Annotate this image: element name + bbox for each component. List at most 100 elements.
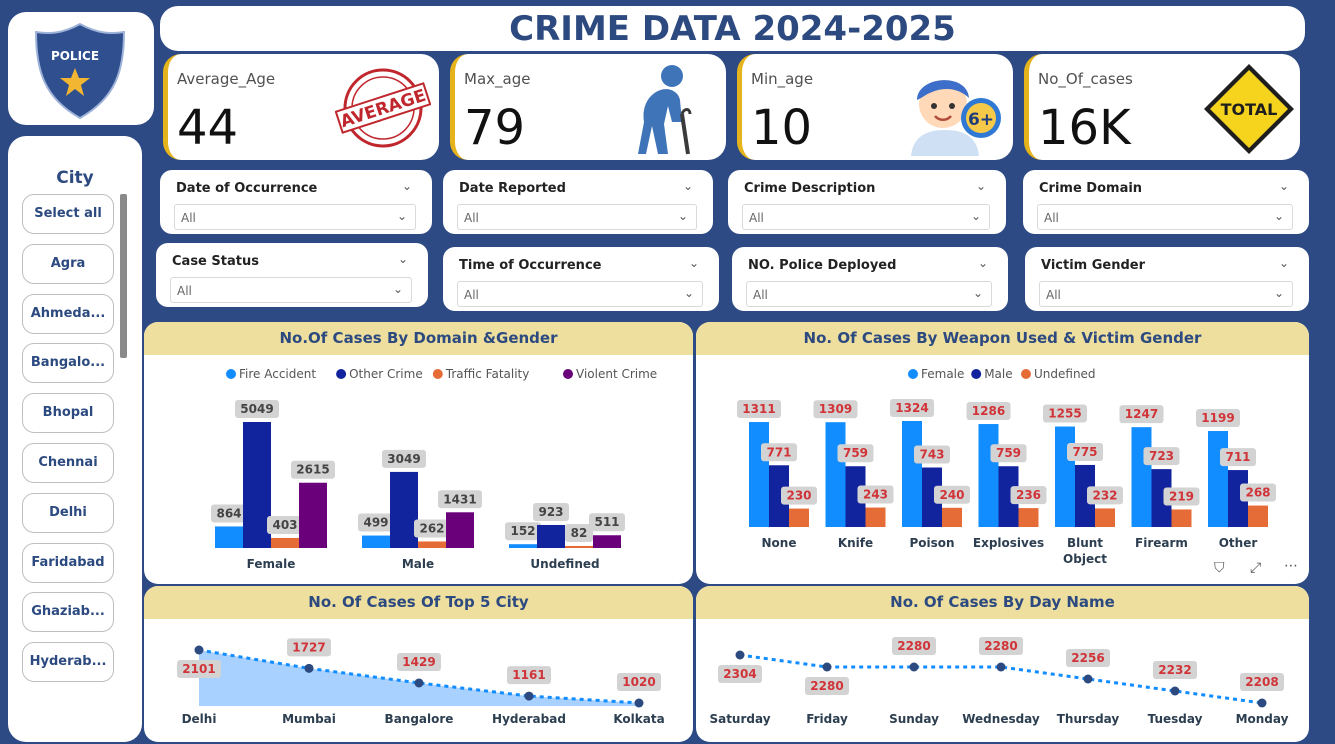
chevron-down-icon[interactable]: ⌄ xyxy=(1273,209,1284,223)
bar[interactable] xyxy=(865,507,886,527)
bar[interactable] xyxy=(446,512,474,548)
focus-mode-icon[interactable]: ⤢ xyxy=(1250,560,1262,576)
bar[interactable] xyxy=(1248,505,1268,527)
bar[interactable] xyxy=(1055,426,1075,527)
bar[interactable] xyxy=(418,541,446,548)
data-point[interactable] xyxy=(304,663,314,673)
bar[interactable] xyxy=(593,535,621,548)
bar[interactable] xyxy=(749,422,769,527)
city-option[interactable]: Bhopal xyxy=(22,393,114,434)
filter-select[interactable]: All ⌄ xyxy=(170,277,412,303)
bar[interactable] xyxy=(362,535,390,548)
bar[interactable] xyxy=(902,421,922,527)
chevron-down-icon[interactable]: ⌄ xyxy=(1273,286,1284,300)
kpi-average-age[interactable]: Average_Age 44 AVERAGE xyxy=(163,54,439,160)
filter-icon[interactable]: ⛉ xyxy=(1214,560,1225,576)
filter-select[interactable]: All ⌄ xyxy=(1037,204,1293,230)
bar[interactable] xyxy=(565,545,593,548)
chevron-up-icon[interactable]: ⌄ xyxy=(1278,179,1289,193)
bar[interactable] xyxy=(845,466,866,527)
filter-dropdown[interactable]: Date Reported ⌄ All ⌄ xyxy=(443,170,713,234)
data-point[interactable] xyxy=(1083,674,1093,684)
bar[interactable] xyxy=(978,424,999,527)
bar[interactable] xyxy=(998,466,1019,527)
bar[interactable] xyxy=(769,465,789,527)
city-option[interactable]: Agra xyxy=(22,243,114,284)
filter-dropdown[interactable]: NO. Police Deployed ⌄ All ⌄ xyxy=(732,247,1008,311)
chevron-up-icon[interactable]: ⌄ xyxy=(401,179,412,193)
filter-select[interactable]: All ⌄ xyxy=(742,204,990,230)
category-label: Delhi xyxy=(182,712,217,726)
chart-title: No.Of Cases By Domain &Gender xyxy=(144,322,693,355)
filter-dropdown[interactable]: Time of Occurrence ⌄ All ⌄ xyxy=(443,247,719,311)
bar[interactable] xyxy=(1171,509,1192,527)
kpi-min-age[interactable]: Min_age 10 6+ xyxy=(737,54,1013,160)
bar[interactable] xyxy=(789,508,809,527)
chevron-up-icon[interactable]: ⌄ xyxy=(682,179,693,193)
filter-dropdown[interactable]: Case Status ⌄ All ⌄ xyxy=(156,243,428,307)
data-point[interactable] xyxy=(634,698,644,708)
more-options-icon[interactable]: ⋯ xyxy=(1284,558,1298,574)
bar[interactable] xyxy=(922,467,942,527)
bar[interactable] xyxy=(537,524,565,548)
chevron-up-icon[interactable]: ⌄ xyxy=(688,256,699,270)
city-option[interactable]: Chennai xyxy=(22,443,114,483)
bar[interactable] xyxy=(1208,431,1228,527)
bar[interactable] xyxy=(825,422,846,527)
data-point[interactable] xyxy=(524,691,534,701)
city-option[interactable]: Select all xyxy=(22,194,114,234)
kpi-max-age[interactable]: Max_age 79 xyxy=(450,54,726,160)
bar[interactable] xyxy=(509,544,537,548)
data-point[interactable] xyxy=(1170,686,1180,696)
bar[interactable] xyxy=(271,537,299,548)
data-point[interactable] xyxy=(822,662,832,672)
bar[interactable] xyxy=(1131,427,1152,527)
filter-dropdown[interactable]: Crime Domain ⌄ All ⌄ xyxy=(1023,170,1309,234)
city-option[interactable]: Bangalo... xyxy=(22,343,114,384)
data-point[interactable] xyxy=(735,650,745,660)
data-point[interactable] xyxy=(1257,698,1267,708)
chevron-down-icon[interactable]: ⌄ xyxy=(396,209,407,223)
bar[interactable] xyxy=(243,422,271,548)
bar[interactable] xyxy=(942,507,962,527)
chevron-down-icon[interactable]: ⌄ xyxy=(683,286,694,300)
city-option[interactable]: Ghaziab... xyxy=(22,592,114,633)
chevron-up-icon[interactable]: ⌄ xyxy=(1278,256,1289,270)
bar[interactable] xyxy=(1018,508,1039,527)
category-label: Other xyxy=(1219,536,1258,550)
bar[interactable] xyxy=(215,526,243,548)
chevron-down-icon[interactable]: ⌄ xyxy=(392,282,403,296)
filter-select[interactable]: All ⌄ xyxy=(174,204,416,230)
filter-dropdown[interactable]: Victim Gender ⌄ All ⌄ xyxy=(1025,247,1309,311)
chevron-up-icon[interactable]: ⌄ xyxy=(977,256,988,270)
chevron-down-icon[interactable]: ⌄ xyxy=(970,209,981,223)
filter-dropdown[interactable]: Date of Occurrence ⌄ All ⌄ xyxy=(160,170,432,234)
city-option[interactable]: Hyderab... xyxy=(22,642,114,683)
filter-dropdown[interactable]: Crime Description ⌄ All ⌄ xyxy=(728,170,1006,234)
bar[interactable] xyxy=(390,471,418,548)
kpi-number-of-cases[interactable]: No_Of_cases 16K TOTAL xyxy=(1024,54,1300,160)
chevron-up-icon[interactable]: ⌄ xyxy=(975,179,986,193)
filter-select[interactable]: All ⌄ xyxy=(457,281,703,307)
bar[interactable] xyxy=(1095,508,1115,527)
city-scrollbar[interactable] xyxy=(120,194,127,358)
city-option[interactable]: Faridabad xyxy=(22,542,114,583)
category-label: Female xyxy=(247,557,296,571)
data-point[interactable] xyxy=(996,662,1006,672)
city-option[interactable]: Ahmeda... xyxy=(22,293,114,334)
filter-select[interactable]: All ⌄ xyxy=(746,281,992,307)
data-point[interactable] xyxy=(414,678,424,688)
city-option[interactable]: Delhi xyxy=(22,492,114,533)
bar[interactable] xyxy=(1075,464,1095,527)
data-point[interactable] xyxy=(194,645,204,655)
filter-select[interactable]: All ⌄ xyxy=(457,204,697,230)
data-label: 268 xyxy=(1245,486,1270,500)
chevron-down-icon[interactable]: ⌄ xyxy=(972,286,983,300)
data-label-bg xyxy=(1240,673,1284,691)
data-point[interactable] xyxy=(909,662,919,672)
bar[interactable] xyxy=(1151,469,1172,527)
filter-select[interactable]: All ⌄ xyxy=(1039,281,1293,307)
chevron-up-icon[interactable]: ⌄ xyxy=(397,252,408,266)
chevron-down-icon[interactable]: ⌄ xyxy=(677,209,688,223)
bar[interactable] xyxy=(299,482,327,548)
